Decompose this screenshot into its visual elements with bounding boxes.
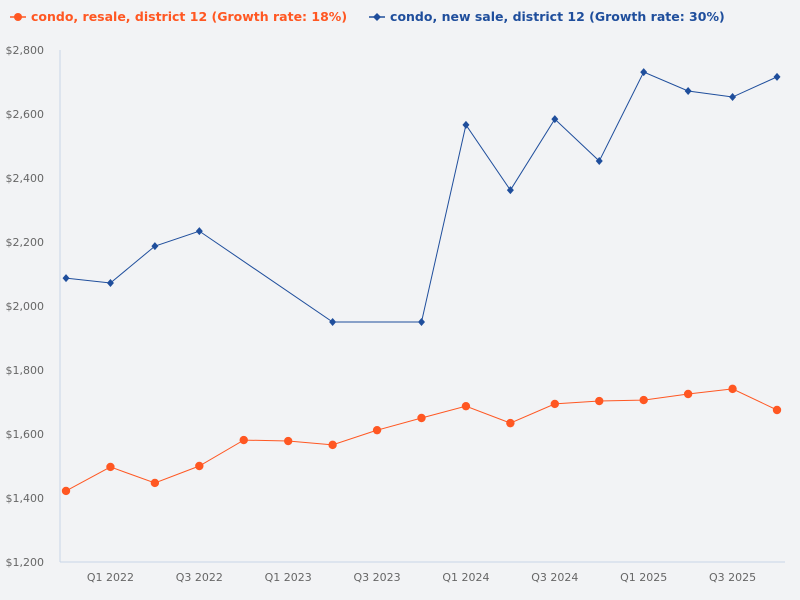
x-tick-label: Q3 2022 — [176, 571, 223, 584]
legend-item-new-sale[interactable]: condo, new sale, district 12 (Growth rat… — [369, 9, 725, 24]
data-point — [328, 440, 337, 450]
x-tick-label: Q1 2023 — [265, 571, 312, 584]
data-point — [773, 72, 781, 81]
y-tick-label: $1,400 — [6, 492, 45, 505]
circle-marker-icon — [10, 12, 26, 21]
data-point — [729, 93, 737, 102]
data-point — [550, 399, 560, 409]
data-point — [551, 115, 559, 124]
x-tick-label: Q1 2022 — [87, 571, 134, 584]
data-point — [329, 318, 337, 326]
y-tick-label: $2,800 — [6, 44, 45, 57]
data-point — [506, 186, 514, 195]
data-point — [62, 274, 70, 283]
y-tick-label: $2,000 — [6, 300, 45, 313]
legend: condo, resale, district 12 (Growth rate:… — [10, 9, 725, 24]
y-tick-label: $1,600 — [6, 428, 45, 441]
data-point — [372, 425, 382, 435]
series-line-0 — [65, 388, 778, 492]
data-point — [239, 435, 248, 445]
diamond-marker-icon — [369, 12, 386, 21]
data-point — [106, 278, 114, 287]
data-point — [418, 318, 425, 326]
data-point — [639, 395, 648, 405]
x-tick-label: Q3 2025 — [709, 571, 756, 584]
series-line-1 — [65, 71, 778, 323]
y-tick-label: $2,600 — [6, 108, 45, 121]
data-point — [684, 86, 692, 95]
data-point — [61, 486, 71, 496]
data-point — [106, 462, 115, 472]
data-point — [151, 242, 159, 251]
data-point — [461, 401, 471, 411]
x-tick-label: Q1 2024 — [442, 571, 489, 584]
data-point — [683, 389, 693, 399]
data-point — [506, 418, 515, 428]
data-point — [640, 68, 648, 77]
y-tick-label: $1,200 — [6, 556, 45, 569]
data-point — [150, 478, 160, 488]
data-point — [772, 405, 782, 415]
y-tick-label: $1,800 — [6, 364, 45, 377]
data-point — [195, 461, 204, 471]
x-tick-label: Q3 2024 — [531, 571, 578, 584]
x-tick-label: Q3 2023 — [353, 571, 400, 584]
legend-label-resale: condo, resale, district 12 (Growth rate:… — [31, 9, 348, 24]
data-point — [417, 413, 426, 423]
data-point — [195, 227, 203, 236]
x-tick-label: Q1 2025 — [620, 571, 667, 584]
legend-label-new-sale: condo, new sale, district 12 (Growth rat… — [390, 9, 725, 24]
y-tick-label: $2,200 — [6, 236, 45, 249]
data-point — [462, 120, 470, 129]
data-point — [728, 384, 737, 394]
data-point — [283, 436, 293, 446]
data-point — [595, 157, 603, 166]
legend-item-resale[interactable]: condo, resale, district 12 (Growth rate:… — [10, 9, 347, 24]
y-tick-label: $2,400 — [6, 172, 45, 185]
data-point — [595, 396, 604, 406]
